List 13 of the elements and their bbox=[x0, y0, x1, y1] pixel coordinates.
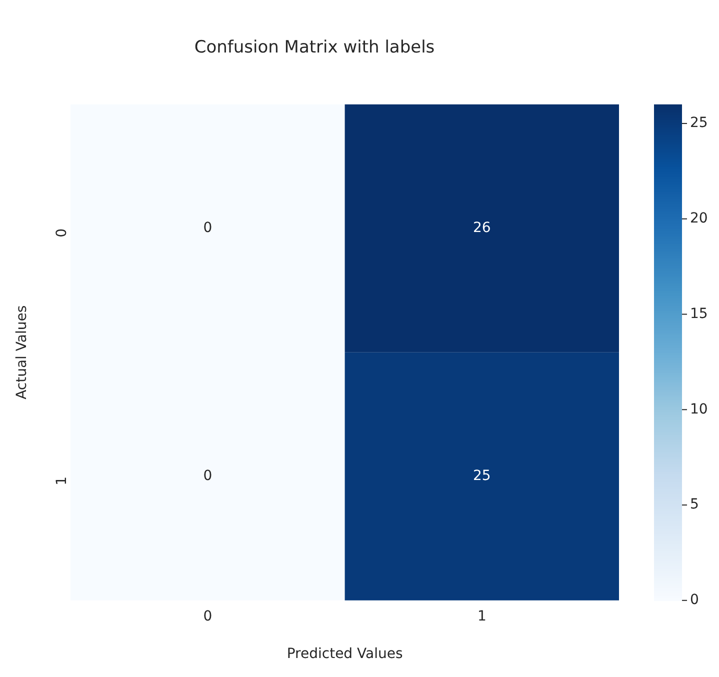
data-label: 25 bbox=[472, 468, 491, 484]
y-axis-title: Actual Values bbox=[14, 305, 30, 400]
color-bar-label: 10 bbox=[690, 401, 708, 418]
x-axis-title: Predicted Values bbox=[286, 646, 403, 662]
color-bar-label: 15 bbox=[690, 306, 708, 322]
data-label: 0 bbox=[203, 220, 212, 236]
color-bar-label: 25 bbox=[690, 115, 708, 132]
data-label: 26 bbox=[472, 220, 491, 236]
color-bar-label: 5 bbox=[690, 496, 699, 513]
color-bar-label: 0 bbox=[690, 592, 699, 608]
data-label: 0 bbox=[203, 468, 212, 484]
color-bar-label: 20 bbox=[690, 210, 708, 226]
chart-title: Confusion Matrix with labels bbox=[194, 38, 435, 58]
